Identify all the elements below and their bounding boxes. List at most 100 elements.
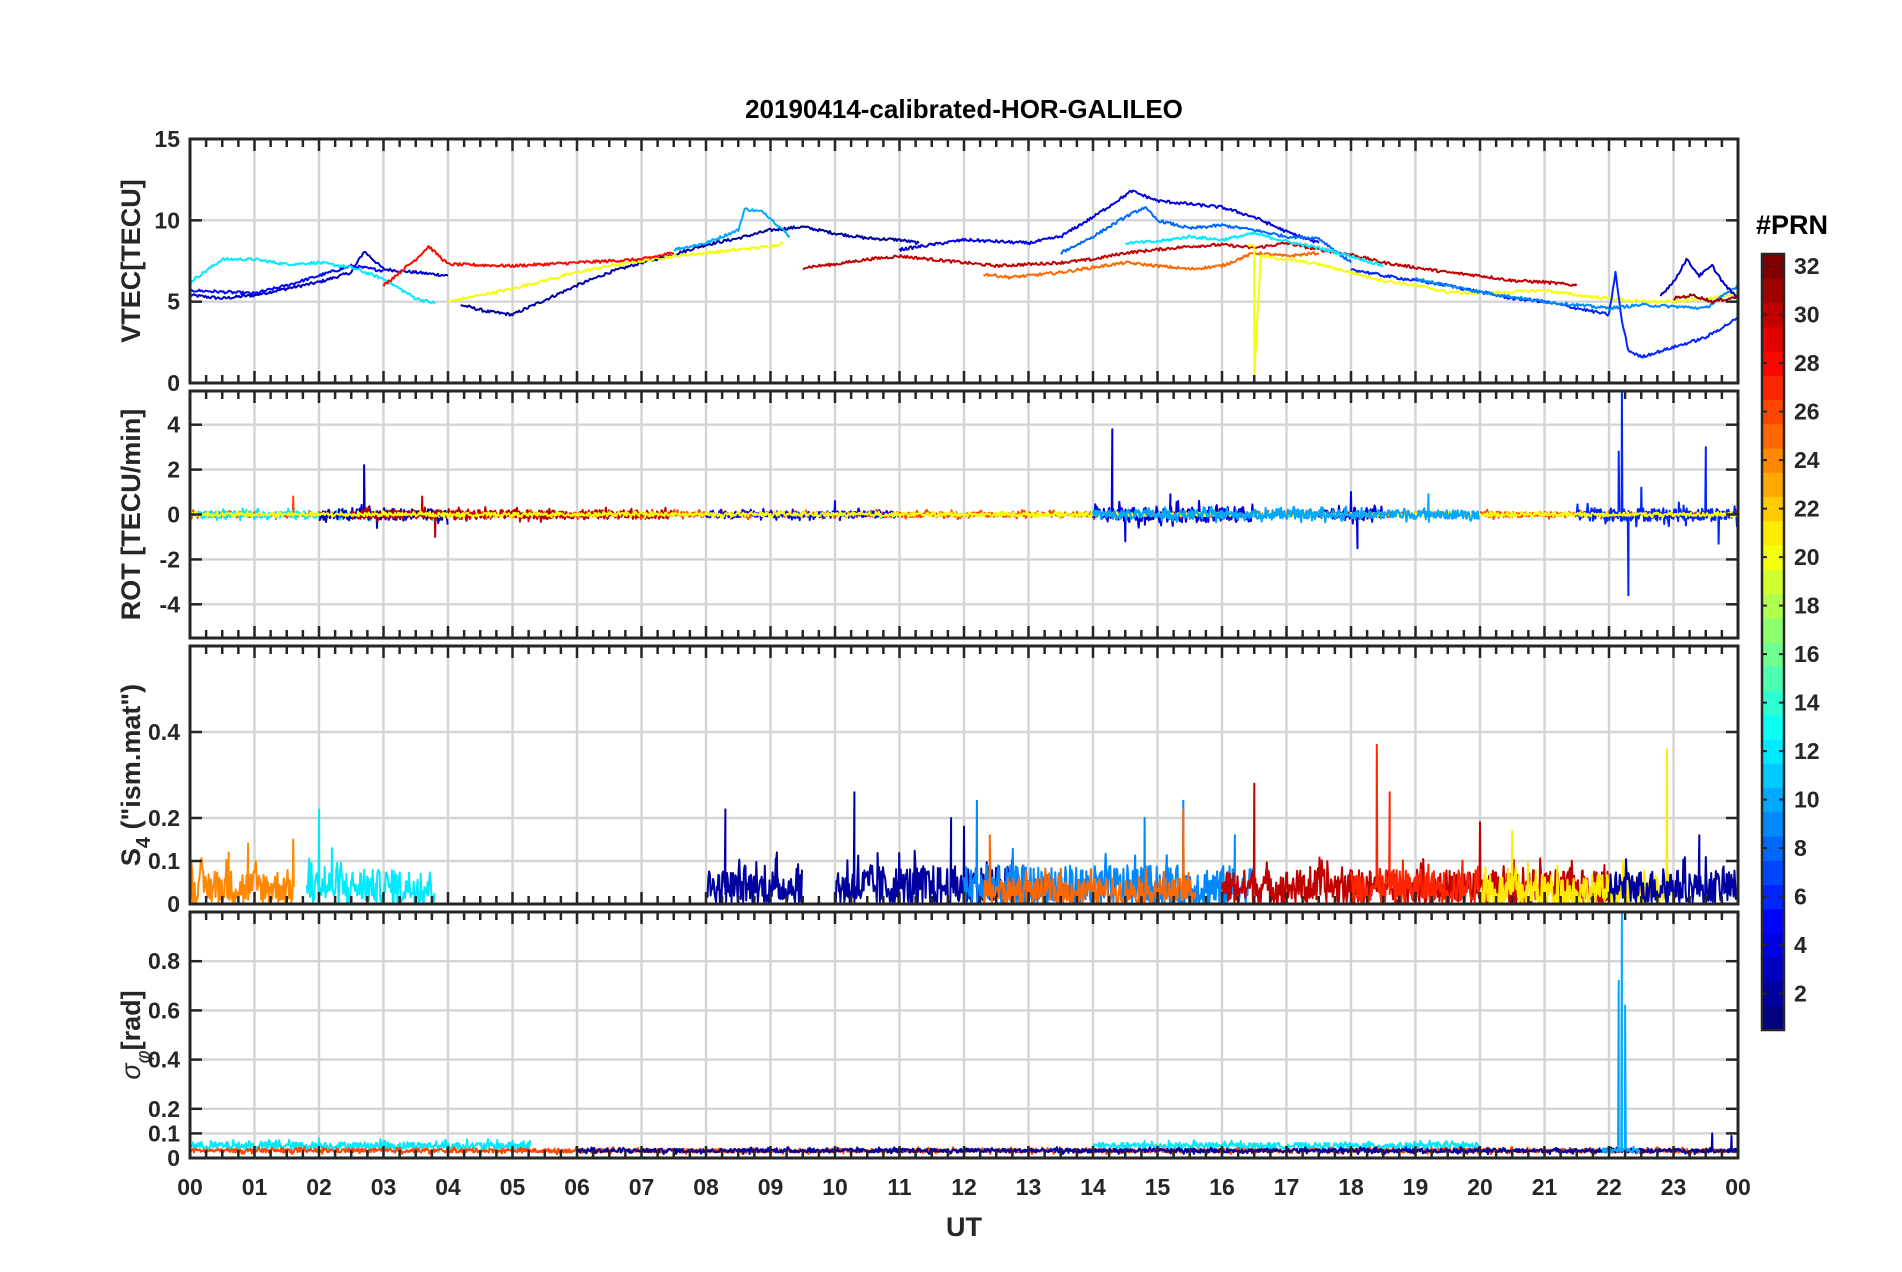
colorbar-tick-label: 4	[1794, 932, 1807, 958]
colorbar-tick-label: 2	[1794, 981, 1807, 1007]
colorbar-segment	[1762, 569, 1784, 595]
series-line	[982, 808, 1197, 903]
series-line	[1060, 206, 1352, 264]
colorbar-segment	[1762, 690, 1784, 716]
series-line	[190, 263, 384, 296]
colorbar-segment	[1762, 957, 1784, 983]
series-line	[190, 510, 1738, 519]
s4-panel: 0 0.1 0.2 0.4S4 ("ism.mat")	[116, 644, 1740, 917]
x-tick-label: 06	[564, 1174, 590, 1200]
series-line	[305, 808, 436, 903]
series-line	[460, 225, 920, 317]
rot-panel: -4 -2 0 2 4 ROT [TECU/min]	[116, 389, 1740, 640]
y-tick-label: -4	[160, 591, 181, 617]
vtec-panel: 0 5 10 15 VTEC[TECU]	[116, 126, 1740, 396]
colorbar-segment	[1762, 472, 1784, 498]
axes-frame	[188, 644, 1740, 906]
y-axis-title: VTEC[TECU]	[116, 179, 146, 343]
colorbar-tick-label: 18	[1794, 593, 1820, 619]
y-tick-label: 0.8	[148, 948, 180, 974]
colorbar-segment	[1762, 763, 1784, 789]
y-tick-label: 0	[167, 502, 180, 528]
colorbar-segment	[1762, 981, 1784, 1007]
series-line	[898, 189, 1320, 252]
colorbar-segment	[1762, 351, 1784, 376]
colorbar-segment	[1762, 399, 1784, 425]
series-line	[1092, 493, 1481, 524]
colorbar-tick-label: 26	[1794, 399, 1820, 425]
colorbar-segment	[1762, 739, 1784, 764]
x-tick-label: 19	[1403, 1174, 1429, 1200]
colorbar-segment	[1762, 860, 1784, 886]
x-tick-label: 12	[951, 1174, 977, 1200]
x-tick-label: 15	[1145, 1174, 1171, 1200]
y-tick-label: 0	[167, 370, 180, 396]
x-tick-label: 03	[371, 1174, 397, 1200]
sigma-phi-panel: 00.10.2 0.4 0.6 0.8 σφ[rad]	[116, 910, 1740, 1171]
colorbar-segment	[1762, 326, 1784, 352]
series-line	[1659, 257, 1738, 299]
colorbar-frame	[1760, 252, 1786, 1032]
colorbar-segment	[1762, 1005, 1784, 1031]
colorbar-tick-label: 16	[1794, 641, 1820, 667]
colorbar-segment	[1762, 617, 1784, 643]
x-tick-label: 09	[758, 1174, 784, 1200]
series-line	[190, 838, 295, 903]
colorbar-segment	[1762, 520, 1784, 546]
y-axis-title: ROT [TECU/min]	[116, 409, 146, 620]
colorbar-segment	[1762, 666, 1784, 692]
figure-title: 20190414-calibrated-HOR-GALILEO	[745, 94, 1183, 124]
y-tick-label: 0.2	[148, 805, 180, 831]
x-axis-title: UT	[946, 1212, 982, 1242]
colorbar-segment	[1762, 302, 1784, 328]
colorbar-segment	[1762, 714, 1784, 740]
x-tick-label: 01	[242, 1174, 268, 1200]
colorbar-segment	[1762, 787, 1784, 813]
series-line	[802, 241, 1578, 287]
axes-frame	[188, 389, 1740, 640]
colorbar-segment	[1762, 836, 1784, 861]
x-tick-label: 13	[1016, 1174, 1042, 1200]
x-tick-label: 00	[177, 1174, 203, 1200]
series-group	[190, 391, 1738, 597]
colorbar-tick-label: 10	[1794, 787, 1820, 813]
colorbar-segment	[1762, 642, 1784, 667]
y-tick-label: 0.4	[148, 719, 180, 745]
axes-frame	[188, 910, 1740, 1160]
x-tick-label: 11	[887, 1174, 912, 1200]
colorbar-tick-label: 8	[1794, 835, 1807, 861]
x-tick-label: 22	[1596, 1174, 1622, 1200]
colorbar-tick-label: 28	[1794, 350, 1820, 376]
colorbar-tick-label: 20	[1794, 544, 1820, 570]
x-tick-label: 10	[822, 1174, 848, 1200]
x-tick-label: 18	[1338, 1174, 1364, 1200]
x-tick-label: 16	[1209, 1174, 1235, 1200]
colorbar-tick-label: 14	[1794, 690, 1820, 716]
y-axis-title: S4 ("ism.mat")	[116, 684, 155, 866]
series-line	[447, 241, 784, 303]
x-tick-label: 14	[1080, 1174, 1106, 1200]
y-tick-label: 5	[167, 289, 180, 315]
y-tick-label: 0.6	[148, 997, 180, 1023]
colorbar-tick-label: 6	[1794, 884, 1807, 910]
axes-frame	[188, 137, 1740, 385]
y-tick-label: 2	[167, 457, 180, 483]
colorbar-segment	[1762, 811, 1784, 837]
x-tick-label: 00	[1725, 1174, 1751, 1200]
series-line	[1350, 743, 1481, 903]
x-tick-label: 23	[1661, 1174, 1687, 1200]
x-tick-label: 05	[500, 1174, 526, 1200]
colorbar-segment	[1762, 545, 1784, 570]
y-tick-label: 10	[154, 207, 180, 233]
colorbar-segment	[1762, 278, 1784, 304]
colorbar-segment	[1762, 908, 1784, 934]
series-line	[1415, 277, 1738, 311]
x-tick-label: 02	[306, 1174, 332, 1200]
series-line	[673, 207, 790, 252]
y-tick-label: 0	[167, 891, 180, 917]
y-tick-label: 0.1	[148, 848, 180, 874]
series-line	[705, 808, 803, 903]
colorbar-segment	[1762, 933, 1784, 958]
